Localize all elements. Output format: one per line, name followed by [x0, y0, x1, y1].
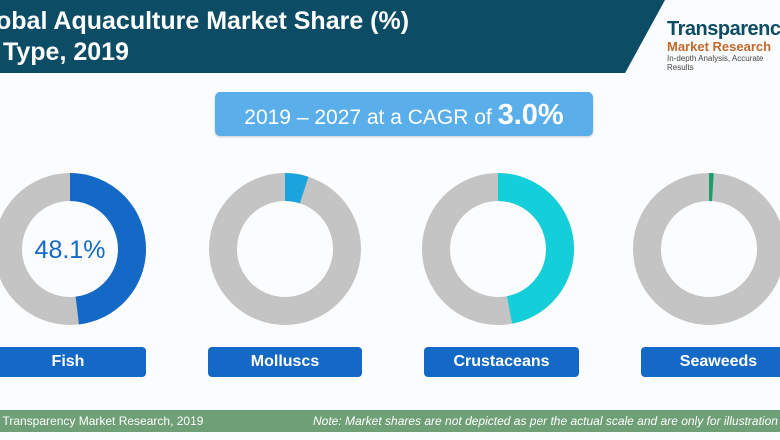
donut-slice-seaweeds	[633, 173, 780, 325]
donut-slice-molluscs	[209, 173, 361, 325]
cagr-banner: 2019 – 2027 at a CAGR of 3.0%	[215, 92, 593, 136]
footer: : Transparency Market Research, 2019 Not…	[0, 410, 780, 432]
donut-remainder-seaweeds	[633, 173, 780, 325]
note-text: Note: Market shares are not depicted as …	[313, 414, 780, 428]
label-molluscs: Molluscs	[208, 347, 362, 377]
title-banner	[0, 0, 665, 73]
logo: Transparenc Market Research In-depth Ana…	[667, 18, 780, 72]
cagr-value: 3.0%	[497, 99, 564, 131]
logo-line2: Market Research	[667, 39, 772, 54]
label-seaweeds: Seaweeds	[641, 347, 780, 377]
cagr-prefix: 2019 – 2027 at a CAGR of	[244, 106, 498, 129]
logo-tagline: In-depth Analysis, Accurate Results	[667, 54, 764, 72]
chart-title: obal Aquaculture Market Share (%) Type, …	[0, 7, 410, 66]
donut-slice-crustaceans	[422, 173, 574, 325]
label-crustaceans: Crustaceans	[424, 347, 579, 377]
donut-remainder-molluscs	[209, 173, 361, 325]
label-fish: Fish	[0, 347, 146, 377]
logo-line1: Transparenc	[667, 18, 780, 40]
source-text: : Transparency Market Research, 2019	[0, 414, 204, 428]
donut-slice-fish	[0, 173, 146, 325]
donut-value-label-fish: 48.1%	[35, 236, 106, 264]
